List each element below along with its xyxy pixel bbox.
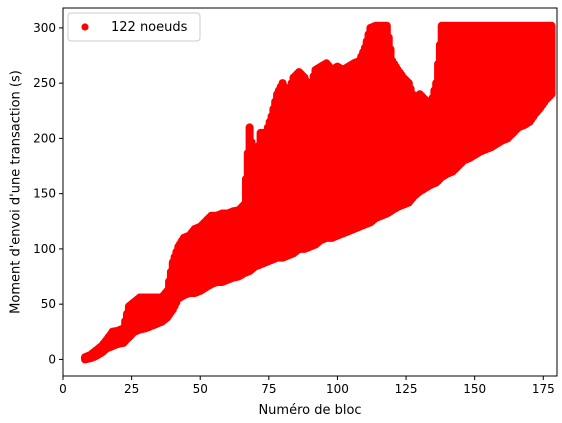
- y-tick-label: 50: [41, 297, 56, 311]
- x-axis-ticks: 0 25 50 75 100 125 150 175: [59, 376, 555, 396]
- x-tick-label: 50: [193, 382, 208, 396]
- y-tick-label: 200: [33, 131, 56, 145]
- x-axis-label: Numéro de bloc: [258, 403, 361, 418]
- y-axis-ticks: 0 50 100 150 200 250 300: [33, 21, 63, 366]
- plot-area-frame: [62, 7, 558, 377]
- x-tick-label: 0: [59, 382, 67, 396]
- y-tick-label: 0: [48, 352, 56, 366]
- y-axis-label: Moment d'envoi d'une transaction (s): [9, 70, 24, 314]
- y-tick-label: 150: [33, 187, 56, 201]
- y-tick-label: 250: [33, 76, 56, 90]
- x-tick-label: 75: [261, 382, 276, 396]
- x-tick-label: 25: [124, 382, 139, 396]
- x-tick-label: 125: [395, 382, 418, 396]
- legend-marker: [81, 23, 89, 31]
- x-tick-label: 100: [326, 382, 349, 396]
- data-point-band: [547, 21, 556, 99]
- legend-label: 122 noeuds: [111, 20, 188, 35]
- legend-box: [67, 12, 201, 42]
- y-tick-label: 300: [33, 21, 56, 35]
- data-points: [81, 21, 556, 364]
- legend: 122 noeuds: [67, 12, 201, 42]
- x-tick-label: 150: [463, 382, 486, 396]
- y-tick-label: 100: [33, 242, 56, 256]
- x-tick-label: 175: [532, 382, 555, 396]
